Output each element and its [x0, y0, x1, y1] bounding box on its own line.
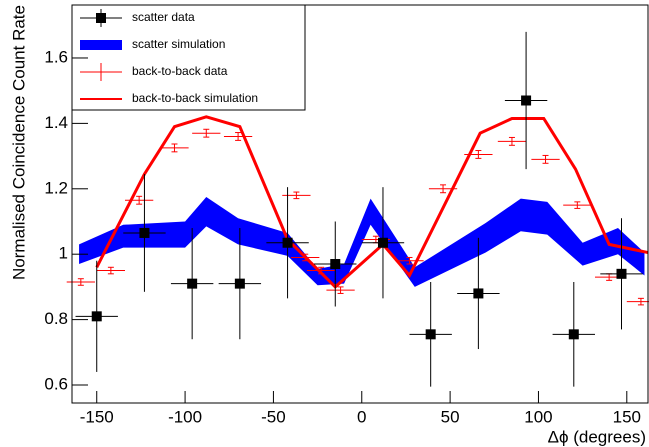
data-point	[123, 174, 166, 292]
legend: scatter data scatter simulation back-to-ba…	[71, 4, 306, 111]
data-point	[192, 128, 221, 138]
data-point	[125, 195, 154, 205]
marker	[139, 227, 150, 238]
x-tick-label: 150	[613, 407, 641, 426]
data-point	[160, 143, 189, 153]
data-point	[326, 286, 355, 294]
y-tick-label: 1	[59, 244, 68, 263]
legend-box	[71, 4, 306, 111]
data-point	[531, 154, 560, 164]
x-axis-label: Δϕ (degrees)	[548, 427, 646, 446]
data-point	[66, 278, 95, 286]
y-tick-label: 1.4	[44, 113, 68, 132]
data-point	[75, 260, 118, 372]
data-point	[395, 256, 424, 265]
data-point	[291, 253, 320, 262]
data-point	[282, 191, 311, 200]
marker	[282, 237, 293, 248]
plot-area	[66, 31, 649, 387]
marker	[616, 268, 627, 279]
legend-swatch	[80, 40, 122, 50]
data-point	[409, 281, 452, 387]
data-point	[428, 184, 458, 194]
data-point	[218, 228, 262, 340]
marker	[330, 259, 341, 270]
x-tick-label: 100	[524, 407, 552, 426]
y-tick-label: 1.2	[44, 178, 68, 197]
y-tick-label: 0.8	[44, 309, 68, 328]
marker	[521, 95, 532, 106]
marker	[425, 329, 436, 340]
data-point	[600, 218, 643, 330]
x-tick-label: -100	[168, 407, 202, 426]
frame	[71, 4, 649, 404]
legend-label: scatter data	[132, 10, 195, 24]
x-tick-label: 0	[357, 407, 366, 426]
marker	[473, 288, 484, 299]
data-point	[266, 187, 309, 299]
y-tick-label: 0.6	[44, 374, 68, 393]
legend-label: back-to-back simulation	[132, 91, 258, 105]
data-point	[552, 281, 595, 387]
data-point	[306, 266, 336, 275]
marker	[234, 278, 245, 289]
x-tick-label: 50	[441, 407, 460, 426]
marker	[91, 311, 102, 322]
data-point	[223, 132, 253, 141]
data-point	[504, 31, 548, 170]
marker	[377, 237, 388, 248]
data-point	[170, 228, 214, 340]
data-point	[361, 187, 405, 299]
data-point	[314, 221, 357, 307]
y-axis-label: Normalised Coincidence Count Rate	[9, 5, 28, 280]
data-point	[464, 150, 493, 159]
marker	[187, 278, 198, 289]
data-point	[96, 266, 126, 275]
data-point	[497, 136, 527, 146]
marker	[568, 329, 579, 340]
x-tick-label: -50	[261, 407, 286, 426]
data-point	[457, 237, 500, 350]
legend-label: back-to-back data	[132, 64, 228, 78]
y-tick-label: 1.6	[44, 47, 68, 66]
legend-swatch	[96, 13, 106, 23]
legend-label: scatter simulation	[132, 37, 225, 51]
data-point	[563, 201, 592, 209]
data-point	[626, 297, 649, 306]
simulation-band	[79, 196, 645, 287]
x-tick-label: -150	[80, 407, 114, 426]
